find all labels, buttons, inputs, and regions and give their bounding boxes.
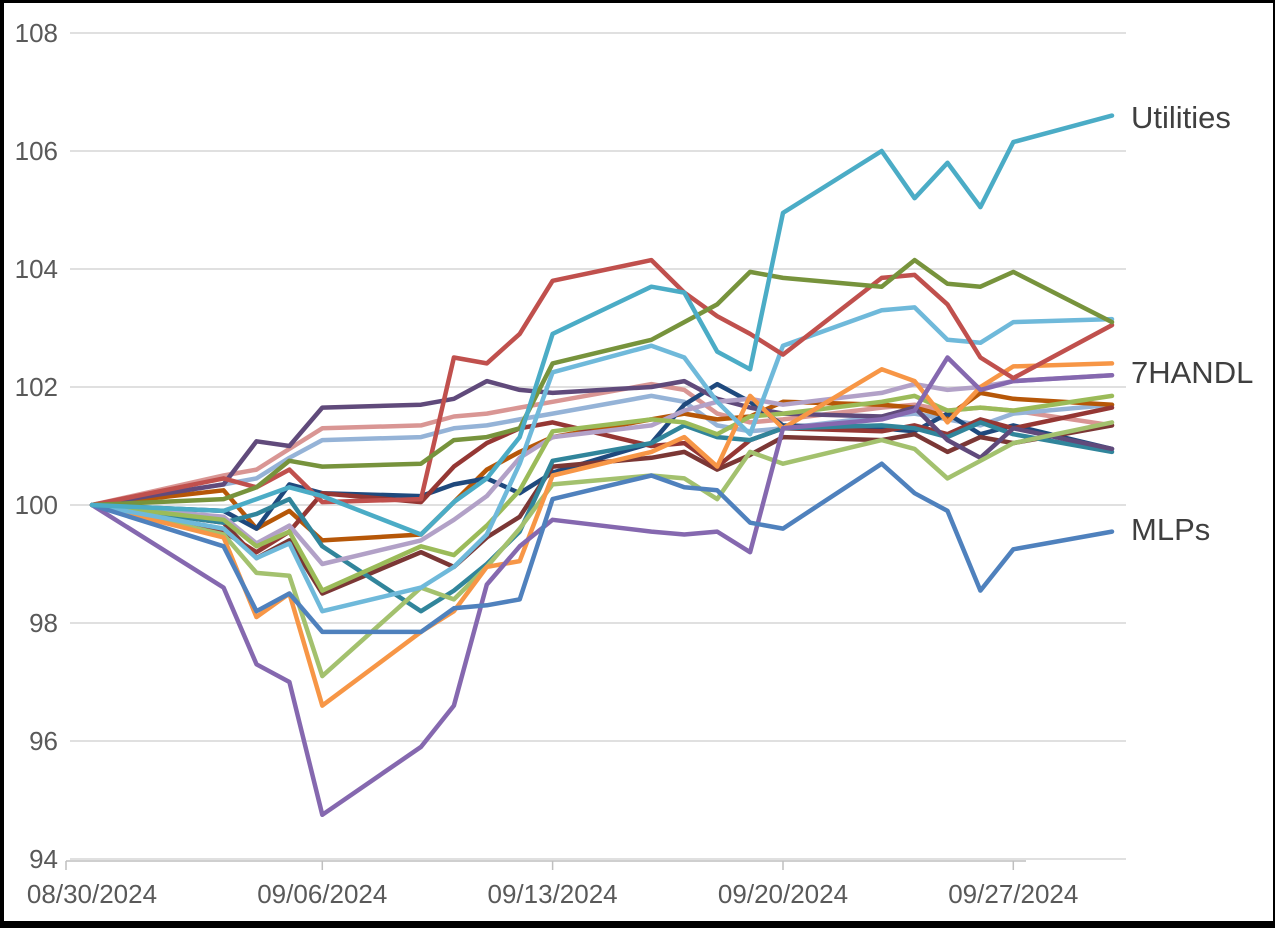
x-tick-label-09-06-2024: 09/06/2024 xyxy=(257,879,388,909)
x-tick-label-08-30-2024: 08/30/2024 xyxy=(26,879,158,909)
series-label-mlps: MLPs xyxy=(1131,512,1211,547)
x-tick-label-09-20-2024: 09/20/2024 xyxy=(717,879,849,909)
series-label-7handl: 7HANDL xyxy=(1131,355,1254,390)
series-line-mlps xyxy=(89,461,1115,635)
y-tick-label-96: 96 xyxy=(29,726,58,756)
series-label-utilities: Utilities xyxy=(1131,100,1231,135)
series-line-series-darkpurple xyxy=(89,378,1115,508)
series-line-series-purple xyxy=(89,355,1115,818)
series-line-series-red xyxy=(89,257,1115,508)
y-tick-label-98: 98 xyxy=(29,608,58,638)
series-line-series-darkteal xyxy=(89,420,1115,614)
y-tick-label-94: 94 xyxy=(29,844,58,874)
series-line-series-darkgreen xyxy=(89,257,1115,508)
series-line-7handl xyxy=(89,372,1115,567)
performance-line-chart xyxy=(65,32,1126,870)
series-line-series-darkred xyxy=(89,423,1115,596)
y-tick-label-106: 106 xyxy=(14,136,58,166)
x-tick-label-09-13-2024: 09/13/2024 xyxy=(487,879,618,909)
series-line-utilities xyxy=(89,113,1115,537)
y-tick-label-108: 108 xyxy=(14,18,58,48)
y-tick-label-104: 104 xyxy=(14,254,58,284)
y-tick-label-102: 102 xyxy=(14,372,58,402)
series-line-series-orange xyxy=(89,361,1115,708)
x-tick-label-09-27-2024: 09/27/2024 xyxy=(948,879,1079,909)
y-tick-label-100: 100 xyxy=(14,490,58,520)
series-line-series-lightaqua xyxy=(89,305,1115,614)
